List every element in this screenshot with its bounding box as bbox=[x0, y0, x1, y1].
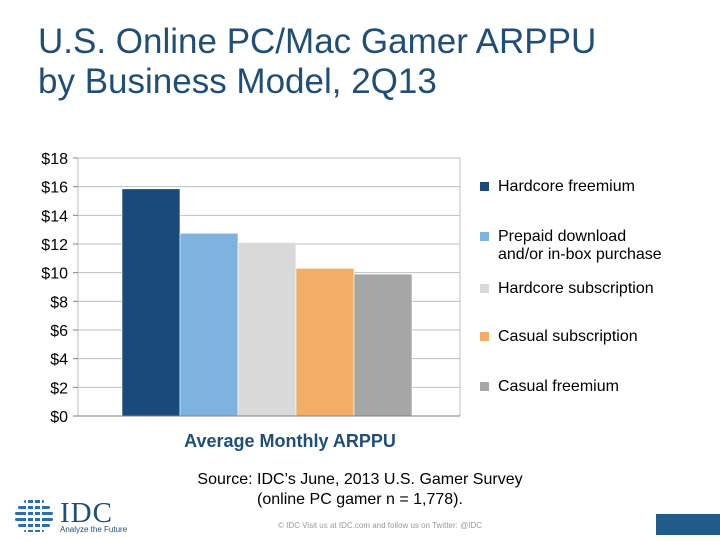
legend-item: Prepaid download and/or in-box purchase bbox=[480, 228, 662, 264]
corner-accent-bar bbox=[656, 514, 720, 535]
source-line-2: (online PC gamer n = 1,778). bbox=[257, 491, 463, 508]
bar-1 bbox=[121, 188, 181, 417]
y-tick-label: $18 bbox=[41, 151, 68, 168]
bar-2 bbox=[179, 232, 239, 417]
y-tick-label: $8 bbox=[50, 294, 68, 311]
y-tick-label: $10 bbox=[41, 266, 68, 283]
y-tick-label: $6 bbox=[50, 323, 68, 340]
title-line-2: by Business Model, 2Q13 bbox=[38, 62, 437, 101]
legend-swatch bbox=[480, 284, 489, 293]
legend-label: Hardcore freemium bbox=[498, 178, 635, 195]
logo-text: IDC bbox=[60, 497, 113, 529]
legend-swatch bbox=[480, 232, 489, 241]
idc-logo: IDC Analyze the Future bbox=[14, 497, 134, 537]
globe-icon bbox=[15, 497, 53, 533]
x-axis-label: Average Monthly ARPPU bbox=[184, 431, 396, 451]
legend-label: Prepaid download and/or in-box purchase bbox=[498, 228, 662, 263]
legend-swatch bbox=[480, 332, 489, 341]
source-note: Source: IDC’s June, 2013 U.S. Gamer Surv… bbox=[150, 470, 570, 510]
title-line-1: U.S. Online PC/Mac Gamer ARPPU bbox=[38, 22, 597, 61]
legend-label: Hardcore subscription bbox=[498, 280, 654, 297]
legend-swatch bbox=[480, 182, 489, 191]
legend-item: Casual freemium bbox=[480, 378, 619, 396]
bar-3 bbox=[237, 242, 297, 417]
footer-text: © IDC Visit us at IDC.com and follow us … bbox=[277, 521, 482, 530]
y-tick-label: $4 bbox=[50, 352, 68, 369]
logo-tagline: Analyze the Future bbox=[60, 525, 128, 534]
chart-legend: Hardcore freemium Prepaid download and/or… bbox=[480, 170, 715, 410]
bar-4 bbox=[295, 268, 355, 417]
page-title: U.S. Online PC/Mac Gamer ARPPU by Busine… bbox=[38, 22, 596, 102]
legend-label: Casual freemium bbox=[498, 378, 619, 395]
legend-item: Hardcore subscription bbox=[480, 280, 654, 298]
y-tick-label: $12 bbox=[41, 237, 68, 254]
legend-item: Casual subscription bbox=[480, 328, 638, 346]
y-tick-label: $16 bbox=[41, 180, 68, 197]
source-line-1: Source: IDC’s June, 2013 U.S. Gamer Surv… bbox=[197, 471, 523, 488]
bar-5 bbox=[353, 273, 413, 417]
legend-swatch bbox=[480, 382, 489, 391]
legend-item: Hardcore freemium bbox=[480, 178, 635, 196]
y-tick-label: $0 bbox=[50, 409, 68, 426]
y-tick-label: $14 bbox=[41, 208, 68, 225]
legend-label: Casual subscription bbox=[498, 328, 638, 345]
y-tick-label: $2 bbox=[50, 380, 68, 397]
